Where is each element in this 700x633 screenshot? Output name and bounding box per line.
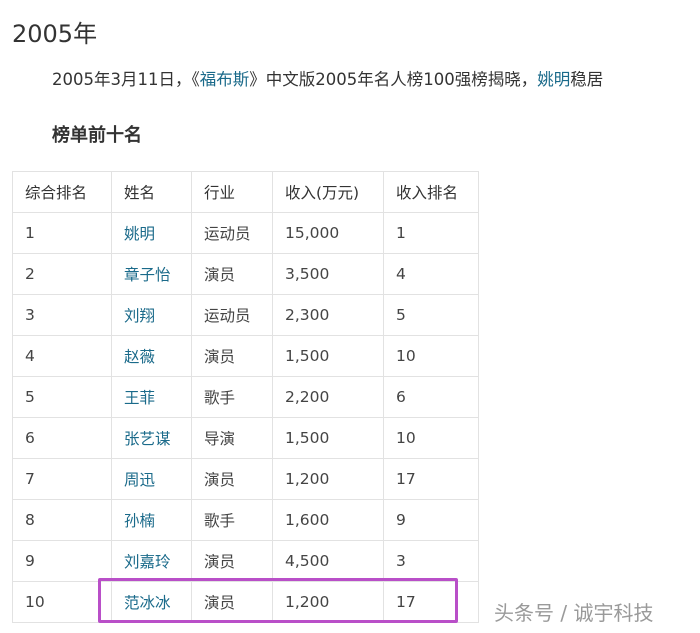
table-cell: 歌手 [191,499,273,541]
table-cell: 演员 [191,253,273,295]
name-link[interactable]: 姚明 [111,212,192,254]
table-row: 2 章子怡 演员 3,500 4 [12,253,479,295]
table-row: 4 赵薇 演员 1,500 10 [12,335,479,377]
name-link[interactable]: 赵薇 [111,335,192,377]
table-cell: 2,300 [272,294,384,336]
table-row: 3 刘翔 运动员 2,300 5 [12,294,479,336]
table-cell: 演员 [191,581,273,623]
column-header: 姓名 [111,171,192,213]
list-subheading: 榜单前十名 [52,125,142,146]
name-link[interactable]: 刘嘉玲 [111,540,192,582]
table-cell: 2 [12,253,112,295]
table-cell: 1,500 [272,417,384,459]
column-header: 收入排名 [383,171,479,213]
table-cell: 9 [383,499,479,541]
table-cell: 1 [12,212,112,254]
table-cell: 1,200 [272,581,384,623]
table-cell: 15,000 [272,212,384,254]
table-cell: 4,500 [272,540,384,582]
table-cell: 1,200 [272,458,384,500]
table-cell: 9 [12,540,112,582]
column-header: 行业 [191,171,273,213]
column-header: 收入(万元) [272,171,384,213]
name-link[interactable]: 范冰冰 [111,581,192,623]
table-cell: 10 [383,417,479,459]
para-text: 2005年3月11日，《 [52,70,200,89]
table-cell: 1,500 [272,335,384,377]
name-link[interactable]: 张艺谋 [111,417,192,459]
table-cell: 4 [12,335,112,377]
table-row: 10 范冰冰 演员 1,200 17 [12,581,479,623]
para-text: 稳居 [570,70,604,89]
table-row: 9 刘嘉玲 演员 4,500 3 [12,540,479,582]
table-cell: 10 [383,335,479,377]
table-cell: 10 [12,581,112,623]
name-link[interactable]: 刘翔 [111,294,192,336]
name-link[interactable]: 章子怡 [111,253,192,295]
table-cell: 17 [383,458,479,500]
intro-paragraph: 2005年3月11日，《福布斯》中文版2005年名人榜100强榜揭晓，姚明稳居 [52,66,603,90]
table-cell: 2,200 [272,376,384,418]
table-row: 6 张艺谋 导演 1,500 10 [12,417,479,459]
table-cell: 演员 [191,540,273,582]
table-cell: 1 [383,212,479,254]
table-cell: 1,600 [272,499,384,541]
table-cell: 演员 [191,335,273,377]
table-row: 5 王菲 歌手 2,200 6 [12,376,479,418]
table-cell: 3 [383,540,479,582]
yao-ming-link[interactable]: 姚明 [537,70,571,89]
name-link[interactable]: 孙楠 [111,499,192,541]
forbes-link[interactable]: 福布斯 [199,70,250,89]
name-link[interactable]: 周迅 [111,458,192,500]
table-cell: 歌手 [191,376,273,418]
table-header-row: 综合排名 姓名 行业 收入(万元) 收入排名 [12,171,479,213]
table-cell: 导演 [191,417,273,459]
table-cell: 演员 [191,458,273,500]
table-cell: 3,500 [272,253,384,295]
table-cell: 3 [12,294,112,336]
table-cell: 运动员 [191,294,273,336]
table-cell: 6 [12,417,112,459]
table-row: 1 姚明 运动员 15,000 1 [12,212,479,254]
table-cell: 6 [383,376,479,418]
ranking-table: 综合排名 姓名 行业 收入(万元) 收入排名 1 姚明 运动员 15,000 1 2 章子怡 演员 3,… [12,171,479,623]
table-cell: 8 [12,499,112,541]
para-text: 》中文版2005年名人榜100强榜揭晓， [249,70,538,89]
watermark: 头条号 / 诚宇科技 [494,601,654,625]
table-cell: 5 [12,376,112,418]
name-link[interactable]: 王菲 [111,376,192,418]
table-cell: 4 [383,253,479,295]
table-cell: 5 [383,294,479,336]
column-header: 综合排名 [12,171,112,213]
table-row: 7 周迅 演员 1,200 17 [12,458,479,500]
table-row: 8 孙楠 歌手 1,600 9 [12,499,479,541]
table-cell: 运动员 [191,212,273,254]
table-cell: 17 [383,581,479,623]
table-cell: 7 [12,458,112,500]
section-heading: 2005年 [12,20,98,48]
